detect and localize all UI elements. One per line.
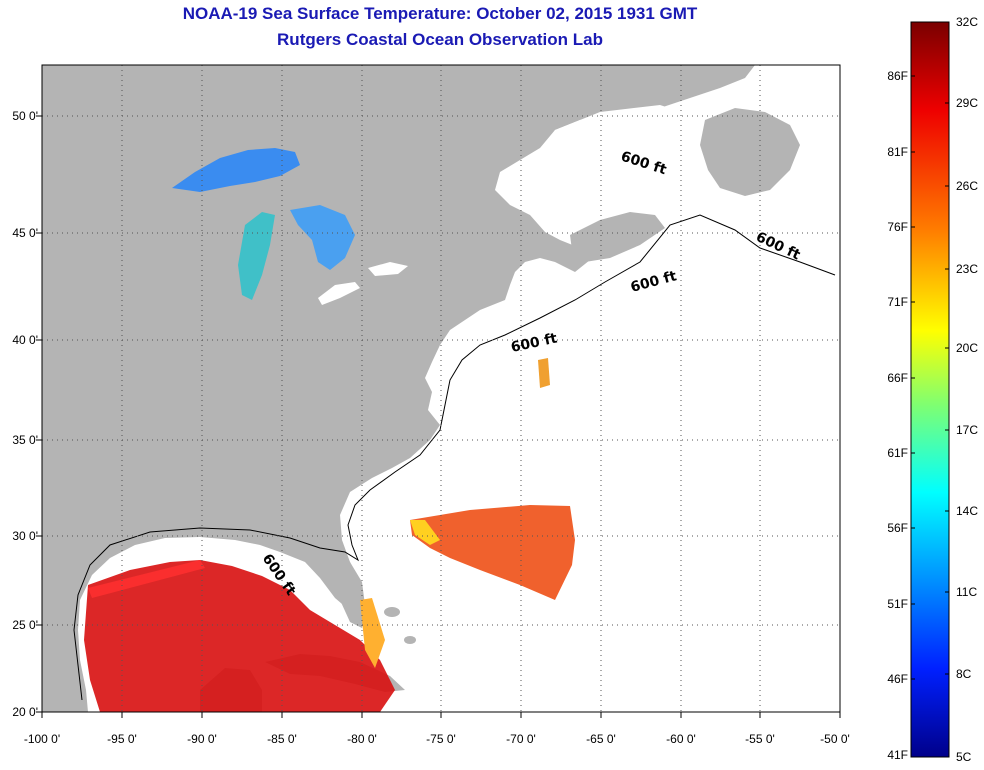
colorbar-c-label: 5C (956, 750, 972, 764)
lat-label: 45 0' (12, 226, 38, 240)
lat-label: 25 0' (12, 618, 38, 632)
newfoundland-land (700, 108, 800, 196)
lake-huron (290, 205, 355, 270)
lon-label: -90 0' (187, 732, 217, 746)
lon-label: -85 0' (267, 732, 297, 746)
lon-label: -75 0' (426, 732, 456, 746)
lon-label: -50 0' (820, 732, 850, 746)
colorbar-f-label: 86F (887, 69, 908, 83)
bahamas-land (404, 636, 416, 644)
colorbar-c-label: 11C (956, 585, 978, 599)
colorbar-f-label: 46F (887, 672, 908, 686)
map-subtitle: Rutgers Coastal Ocean Observation Lab (277, 30, 603, 49)
map-title: NOAA-19 Sea Surface Temperature: October… (182, 4, 698, 23)
sst-atlantic-yellow (410, 520, 440, 545)
lon-label: -60 0' (666, 732, 696, 746)
lat-label: 40 0' (12, 333, 38, 347)
colorbar-f-label: 41F (887, 748, 908, 762)
colorbar-c-label: 29C (956, 96, 979, 110)
sst-atlantic-patch (410, 505, 575, 600)
lon-label: -70 0' (506, 732, 536, 746)
lon-label: -95 0' (107, 732, 137, 746)
colorbar-f-label: 71F (887, 295, 908, 309)
temperature-colorbar (910, 21, 950, 758)
lon-label: -100 0' (23, 732, 61, 746)
map-graticule (42, 65, 840, 712)
axis-ticks (36, 115, 841, 718)
lat-label: 20 0' (12, 705, 38, 719)
lat-label: 50 0' (12, 109, 38, 123)
colorbar-c-label: 8C (956, 667, 972, 681)
lake-erie (318, 282, 360, 305)
colorbar-c-label: 26C (956, 179, 979, 193)
colorbar-c-label: 14C (956, 504, 979, 518)
lon-label: -65 0' (586, 732, 616, 746)
colorbar-c-label: 32C (956, 15, 979, 29)
colorbar-c-label: 17C (956, 423, 979, 437)
sst-gulf-of-mexico (84, 560, 395, 712)
colorbar-f-label: 81F (887, 145, 908, 159)
colorbar-ticks (911, 75, 949, 680)
lat-label: 30 0' (12, 529, 38, 543)
lon-label: -55 0' (745, 732, 775, 746)
sst-gulf-band (88, 560, 205, 598)
florida-land (310, 548, 365, 628)
gulf-st-lawrence (540, 105, 700, 215)
lon-label: -80 0' (347, 732, 377, 746)
colorbar-f-label: 61F (887, 446, 908, 460)
nova-scotia-land (570, 212, 665, 262)
isobath-600ft (73, 214, 836, 701)
sst-slope-patch (538, 358, 550, 388)
north-america-land (42, 65, 755, 712)
colorbar-f-label: 76F (887, 220, 908, 234)
lake-superior (172, 148, 300, 192)
lake-michigan (238, 212, 275, 300)
lake-ontario (368, 262, 408, 276)
colorbar-f-label: 56F (887, 521, 908, 535)
colorbar-f-label: 66F (887, 371, 908, 385)
colorbar-f-label: 51F (887, 597, 908, 611)
colorbar-c-label: 20C (956, 341, 979, 355)
sst-florida-strait (360, 598, 385, 668)
lat-label: 35 0' (12, 433, 38, 447)
bahamas-land (384, 607, 400, 617)
colorbar-c-label: 23C (956, 262, 979, 276)
